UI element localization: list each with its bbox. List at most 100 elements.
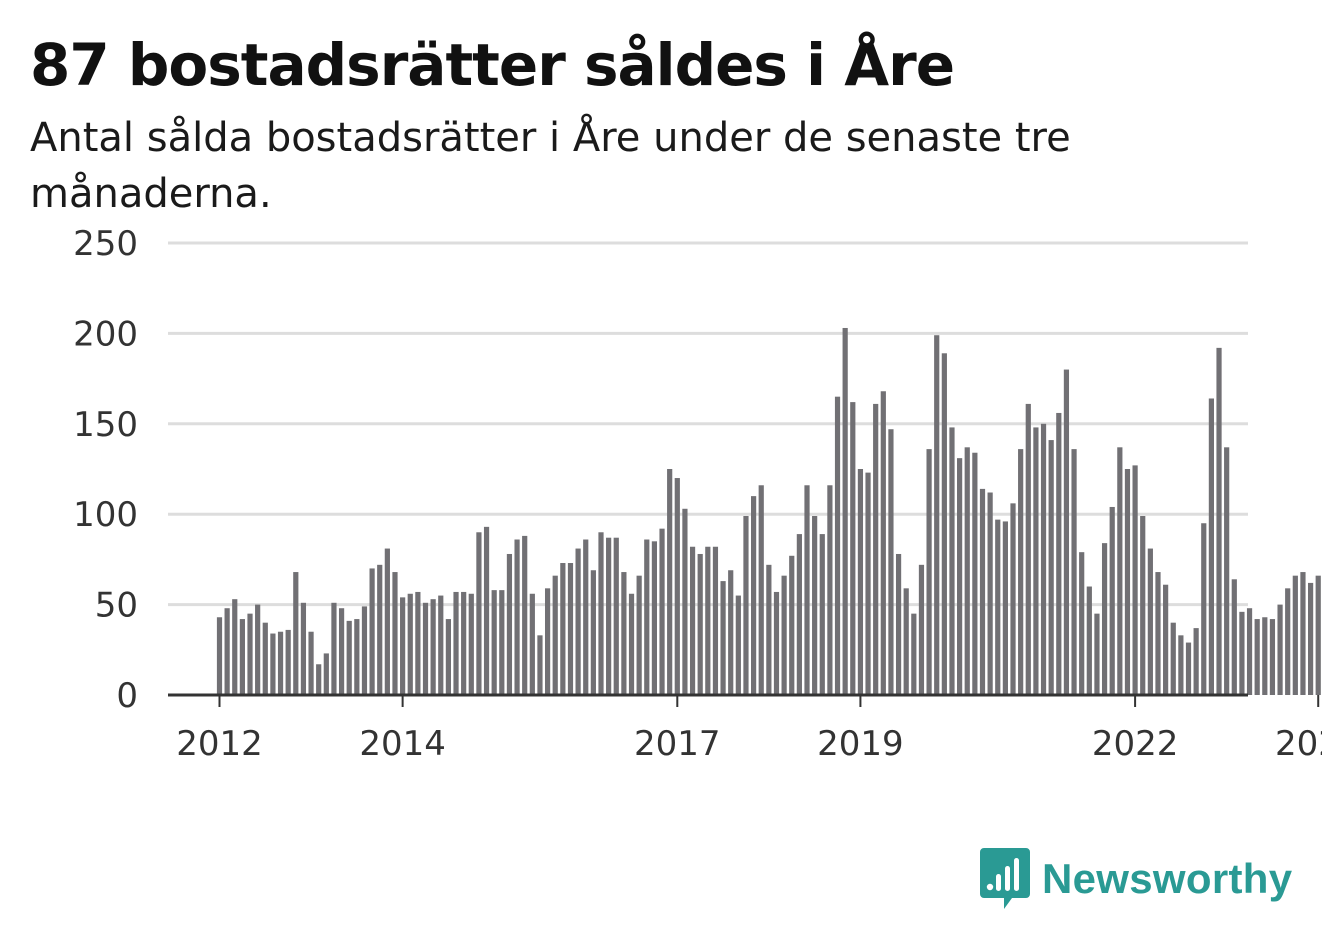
bar [682,508,688,695]
bar [476,532,482,695]
bar [1063,369,1070,695]
bar [377,564,383,695]
bar [1201,523,1207,695]
bar [308,631,314,695]
bar [255,604,261,695]
bar [1178,635,1184,695]
bar [1170,622,1176,695]
bar [1208,398,1214,695]
bar [331,602,337,695]
y-tick-label: 150 [73,405,138,445]
bar [621,572,627,695]
x-tick-label: 2017 [634,724,721,764]
bar [1117,447,1123,695]
x-axis-tick-labels: 2012 2014 2017 2019 2022 2024 [176,695,1322,764]
y-tick-label: 250 [73,224,138,264]
bar [361,606,368,695]
bar [865,472,871,695]
bar [461,591,467,695]
bar [834,396,841,695]
x-tick-label: 2019 [817,724,904,764]
bar [438,595,444,695]
bar [415,591,421,695]
bar [606,537,612,695]
newsworthy-logo: Newsworthy [980,848,1292,910]
bar [796,534,802,695]
bar [499,590,505,695]
bar [544,588,551,695]
bar [224,608,230,695]
bar [338,608,345,695]
bar [1262,617,1268,695]
bar [1254,619,1260,695]
bar [430,599,436,695]
bar [1300,572,1306,695]
bar [895,553,902,695]
bar [888,429,894,695]
bar [934,335,940,695]
bar [1163,584,1169,695]
bar [1315,575,1321,695]
bar [1094,613,1100,695]
bar [552,575,558,695]
bar [1147,548,1153,695]
bar [407,593,413,695]
bar [529,593,535,695]
bar [1101,543,1108,695]
bar [369,568,375,695]
bar [949,427,955,695]
bar [590,570,596,695]
bar [323,653,329,695]
brand-name: Newsworthy [1042,855,1293,902]
y-tick-label: 200 [73,314,138,354]
bar [812,516,818,695]
bar [445,619,451,695]
bar [453,591,459,695]
bar [842,327,848,695]
bar [1033,427,1039,695]
bar [644,539,650,695]
bar [400,597,406,695]
bar [300,602,307,695]
bar [1193,628,1199,695]
bar [346,620,352,695]
bar [1010,503,1016,695]
bar [598,532,604,695]
bar [1040,423,1047,695]
bar [216,617,223,695]
bar [1071,449,1077,695]
bar [270,633,276,695]
bar [1124,469,1131,695]
bar [918,564,925,695]
bar [735,595,741,695]
bar [1285,588,1291,695]
bar [468,593,474,695]
bar [1239,611,1245,695]
bars [216,327,1321,695]
x-tick-label: 2014 [359,724,446,764]
bar [583,539,589,695]
bar [575,548,581,695]
bar [743,516,749,695]
bar [1185,642,1192,695]
bar [697,553,703,695]
bar [483,526,490,695]
bar [1132,465,1138,695]
bar [804,485,810,695]
bar [567,563,574,695]
bar [1086,586,1092,695]
bar [537,635,543,695]
bar [689,546,696,695]
x-tick-label: 2012 [176,724,263,764]
chart-subtitle: Antal sålda bostadsrätter i Åre under de… [30,115,1071,217]
x-tick-label: 2022 [1092,724,1179,764]
bar [1109,506,1115,695]
bar [751,496,757,695]
bar [903,588,909,695]
bar [384,548,390,695]
y-tick-label: 50 [95,586,138,626]
bar [285,629,291,695]
y-tick-label: 100 [73,495,138,535]
bar [316,664,322,695]
bar [766,564,772,695]
